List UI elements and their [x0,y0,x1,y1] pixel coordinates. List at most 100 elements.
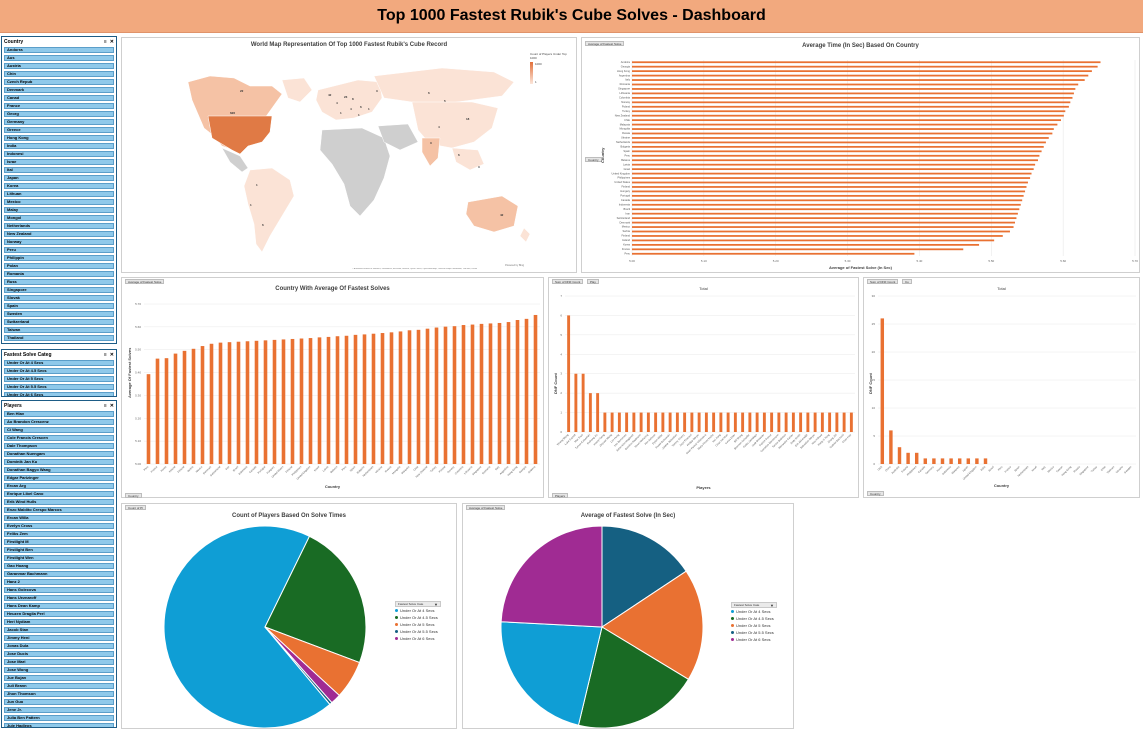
country-slicer-item[interactable]: Slovak [4,295,114,301]
bar[interactable] [632,203,1021,206]
players-slicer-item[interactable]: Dale Thompson [4,443,114,449]
usa-shape[interactable] [207,115,273,155]
players-slicer-item[interactable]: Enzo Maldito Crespo Marcos [4,507,114,513]
clear-filter-icon[interactable]: ✕ [109,351,114,358]
players-slicer-item[interactable]: Hanz 2 [4,579,114,585]
players-slicer-item[interactable]: Jose Ducis [4,651,114,657]
pie-slice[interactable] [264,626,333,706]
bar[interactable] [733,412,737,432]
players-slicer-item[interactable]: Ci Wang [4,427,114,433]
value-field-chip[interactable]: Average of Fastest Solve [585,41,625,46]
country-slicer-item[interactable]: Philippin [4,255,114,261]
players-slicer-item[interactable]: Julia Ben Pattern [4,715,114,721]
country-slicer-item[interactable]: Sweden [4,311,114,317]
pie-slice[interactable] [601,525,687,628]
bar[interactable] [191,348,196,464]
southeast-asia-shape[interactable] [451,147,485,171]
players-pie-panel[interactable]: Count of Pl Count of Players Based On So… [121,503,457,729]
bar[interactable] [741,412,745,432]
players-slicer-item[interactable]: Jimmy Heni [4,635,114,641]
bar[interactable] [632,65,1098,68]
country-slicer-item[interactable]: Czech Repub [4,79,114,85]
bar[interactable] [335,336,340,464]
bar[interactable] [632,79,1085,81]
bar[interactable] [344,335,349,464]
bar[interactable] [762,412,766,432]
country-slicer-item[interactable]: Greece [4,127,114,133]
bar[interactable] [263,340,268,464]
bar[interactable] [603,412,607,432]
bar[interactable] [632,226,1014,228]
country-slicer-item[interactable]: Lithuan [4,191,114,197]
axis-field-chip[interactable]: Country [867,491,884,496]
bar[interactable] [632,74,1089,77]
bar[interactable] [632,145,1044,148]
country-dnf-panel[interactable]: Sum of DNF Count Co Total DNF Count Coun… [863,277,1140,498]
bar[interactable] [524,318,529,464]
value-field-chip[interactable]: Average of Fastest Solve [125,279,165,284]
legend-field-chip[interactable]: Fastest Solve Cate ▼ [395,601,441,607]
bar[interactable] [777,412,781,432]
multi-select-icon[interactable]: ≡ [103,351,107,358]
bar[interactable] [632,181,1028,184]
multi-select-icon[interactable]: ≡ [103,38,107,45]
country-slicer-item[interactable]: Netherlands [4,223,114,229]
bar[interactable] [596,393,600,432]
bar[interactable] [791,412,795,432]
south-america-shape[interactable] [243,167,295,253]
bar[interactable] [668,412,672,432]
country-slicer-item[interactable]: Thailand [4,335,114,341]
bar[interactable] [704,412,708,432]
bar[interactable] [932,458,936,464]
players-slicer-item[interactable]: Ben Hlav [4,411,114,417]
legend-item[interactable]: Under Or At 6 Secs [395,635,441,642]
column-field-chip[interactable]: Play [587,279,599,284]
country-slicer-item[interactable]: Canad [4,95,114,101]
country-slicer-item[interactable]: Mexico [4,199,114,205]
bar[interactable] [610,412,614,432]
bar[interactable] [574,373,578,432]
bar[interactable] [632,252,915,255]
bar[interactable] [639,412,643,432]
bar[interactable] [155,358,160,464]
players-slicer-item[interactable]: Jhon Thomson [4,691,114,697]
bar[interactable] [371,333,376,464]
russia-shape[interactable] [373,67,515,105]
bar[interactable] [632,248,964,251]
bar[interactable] [632,235,1003,237]
pie-slice[interactable] [500,621,603,726]
legend-field-chip[interactable]: Fastest Solve Cate ▼ [731,602,777,608]
bar[interactable] [362,334,367,464]
bar[interactable] [914,452,919,464]
players-pie-legend[interactable]: Fastest Solve Cate ▼ Under Or At 4 Secs Un… [395,601,441,642]
country-slicer-item[interactable]: Romania [4,271,114,277]
bar[interactable] [632,123,1058,126]
bar[interactable] [281,339,286,464]
bar[interactable] [632,96,1073,99]
solve-time-slicer-item[interactable]: Under Or At 4.5 Secs [4,368,114,374]
bar[interactable] [218,342,223,464]
bar[interactable] [632,208,1020,211]
bar[interactable] [632,61,1101,64]
bar[interactable] [209,343,214,464]
bar[interactable] [646,412,650,432]
players-slicer-item[interactable]: Jose Wong [4,667,114,673]
country-slicer-item[interactable]: Switzerland [4,319,114,325]
value-field-chip[interactable]: Average of Fastest Solve [466,505,506,510]
clear-filter-icon[interactable]: ✕ [109,38,114,45]
bar[interactable] [835,412,839,432]
players-slicer-item[interactable]: Hans Ueznaroff [4,595,114,601]
country-slicer-item[interactable]: Hong Kong [4,135,114,141]
bar[interactable] [975,458,979,464]
middle-east-shape[interactable] [377,123,419,151]
bar[interactable] [632,110,1066,113]
country-slicer-item[interactable]: New Zealand [4,231,114,237]
bar[interactable] [683,412,687,432]
bar[interactable] [983,458,988,464]
country-slicer-item[interactable]: Andorra [4,47,114,53]
solve-time-slicer[interactable]: Fastest Solve Categ ≡ ✕ Under Or At 4 Sec… [1,349,117,397]
players-slicer-item[interactable]: Firstlight M [4,539,114,545]
players-slicer-item[interactable]: Firstlight Ben [4,547,114,553]
bar[interactable] [632,132,1053,135]
bar[interactable] [632,92,1074,95]
